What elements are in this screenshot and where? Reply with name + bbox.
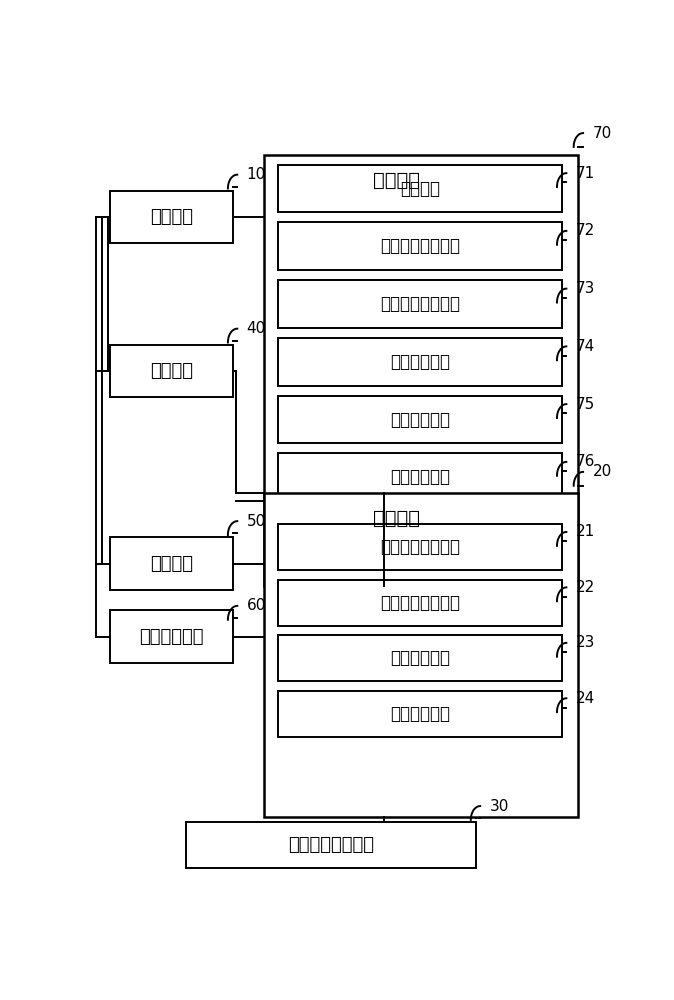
Text: 70: 70 (592, 126, 612, 141)
Text: 71: 71 (576, 166, 595, 181)
Text: 10: 10 (247, 167, 266, 182)
Text: 无线信号发射单元: 无线信号发射单元 (288, 836, 374, 854)
Text: 开关按键: 开关按键 (400, 180, 440, 198)
Text: 数据类型选择按键: 数据类型选择按键 (380, 295, 460, 313)
Bar (278, 396, 562, 443)
Bar (278, 338, 562, 386)
Text: 芯片型号选择模块: 芯片型号选择模块 (380, 538, 460, 556)
Text: 数据类型选择模块: 数据类型选择模块 (380, 594, 460, 612)
Bar (278, 165, 562, 212)
Text: 数据发射按键: 数据发射按键 (390, 468, 450, 486)
Bar (278, 580, 562, 626)
Text: 76: 76 (576, 454, 595, 469)
Text: 21: 21 (576, 524, 595, 539)
Bar (264, 155, 578, 586)
Text: 50: 50 (247, 514, 266, 529)
Text: 73: 73 (576, 281, 595, 296)
Text: 22: 22 (576, 580, 595, 595)
Bar (264, 493, 578, 817)
Bar (186, 822, 476, 868)
Text: 75: 75 (576, 397, 595, 412)
Bar (278, 280, 562, 328)
Text: 23: 23 (576, 635, 595, 650)
Text: 72: 72 (576, 223, 595, 238)
Bar (278, 222, 562, 270)
Text: 数据提取按键: 数据提取按键 (390, 353, 450, 371)
Text: 数据提取模块: 数据提取模块 (390, 649, 450, 667)
Bar (278, 524, 562, 570)
Text: 按键单元: 按键单元 (373, 171, 420, 190)
Bar (111, 191, 233, 243)
Bar (111, 345, 233, 397)
Text: 供电单元: 供电单元 (150, 208, 193, 226)
Text: 20: 20 (592, 464, 612, 479)
Text: 74: 74 (576, 339, 595, 354)
Text: 存储单元: 存储单元 (150, 555, 193, 573)
Text: 主控单元: 主控单元 (373, 509, 420, 528)
Text: 24: 24 (576, 691, 595, 706)
Text: 40: 40 (247, 321, 266, 336)
Bar (278, 691, 562, 737)
Text: 芯片型号选择按键: 芯片型号选择按键 (380, 237, 460, 255)
Text: 数据校验按键: 数据校验按键 (390, 411, 450, 429)
Text: 串口连接单元: 串口连接单元 (140, 628, 204, 646)
Text: 数据校验模块: 数据校验模块 (390, 705, 450, 723)
Bar (278, 453, 562, 501)
Text: 显示单元: 显示单元 (150, 362, 193, 380)
Bar (278, 635, 562, 681)
Text: 30: 30 (489, 799, 509, 814)
Text: 60: 60 (247, 598, 266, 613)
Bar (111, 537, 233, 590)
Bar (111, 610, 233, 663)
